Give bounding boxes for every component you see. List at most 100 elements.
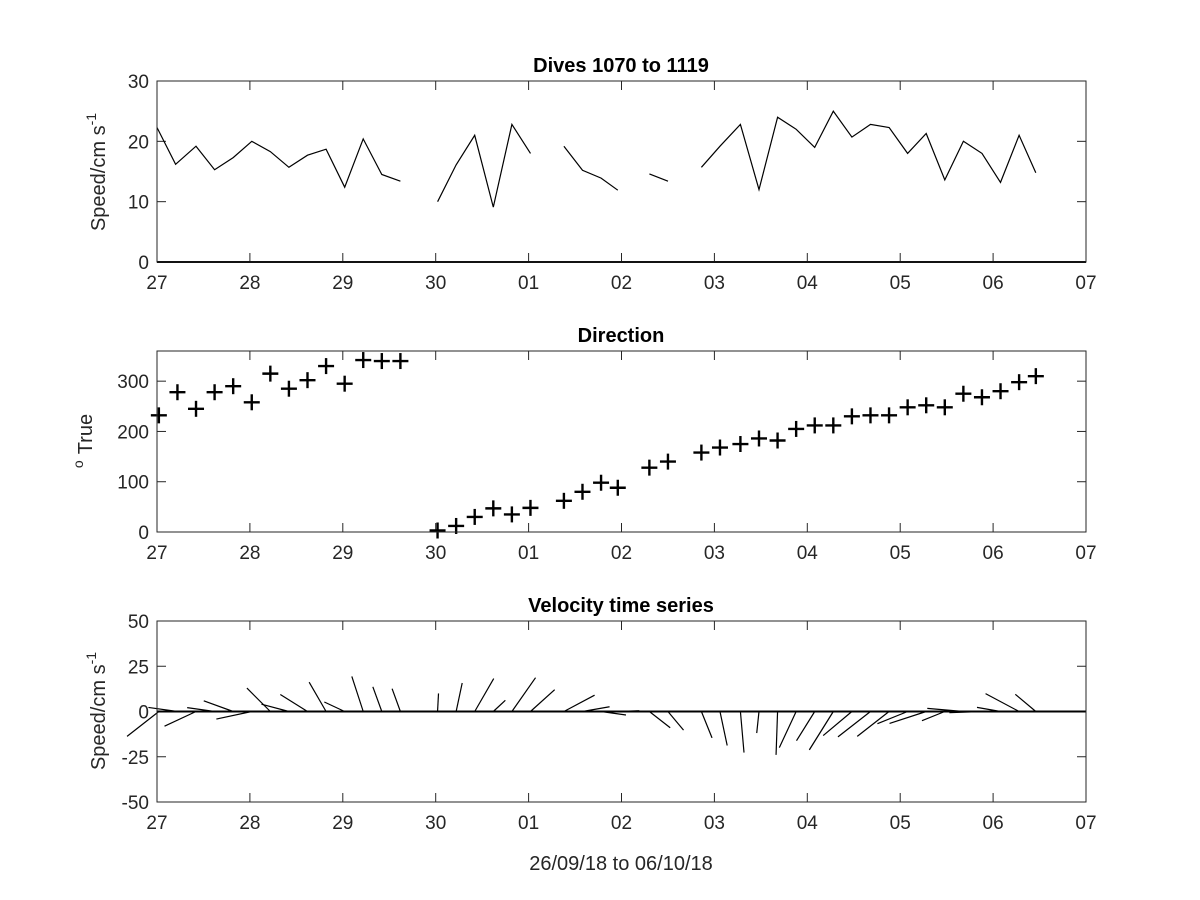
panel-speed: Dives 1070 to 1119 27 28 29 30 01 02 03 04 05 06 0… (83, 55, 1097, 294)
velocity-stick (778, 711, 797, 748)
velocity-stick (808, 711, 834, 751)
direction-point (881, 407, 898, 424)
direction-point (732, 436, 749, 453)
direction-point (955, 385, 972, 402)
velocity-stick (756, 711, 760, 734)
velocity-stick (492, 699, 506, 712)
velocity-stick (775, 711, 779, 755)
panel-direction: Direction 27 28 29 30 01 02 03 04 05 06 07 0 100 200 3… (70, 325, 1097, 564)
speed-series-line (563, 145, 619, 191)
direction-point (188, 400, 205, 417)
velocity-stick (126, 711, 160, 737)
direction-point (169, 384, 186, 401)
x-tick-label: 06 (983, 813, 1004, 834)
y-tick-label: 300 (117, 372, 149, 393)
direction-point (899, 399, 916, 416)
velocity-stick (739, 711, 745, 753)
panel-speed-ylabel-sup: -1 (83, 113, 99, 126)
y-tick-label: 50 (128, 612, 149, 633)
speed-series-line (156, 127, 401, 189)
velocity-stick (261, 703, 290, 713)
x-tick-label: 30 (425, 273, 446, 294)
direction-point (659, 453, 676, 470)
velocity-stick (649, 711, 671, 729)
direction-point (243, 394, 260, 411)
velocity-stick (700, 711, 713, 739)
y-tick-label: 20 (128, 132, 149, 153)
velocity-stick (148, 706, 178, 713)
velocity-stick (1014, 693, 1037, 712)
velocity-stick (308, 681, 327, 712)
velocity-stick (927, 707, 964, 713)
x-tick-label: 02 (611, 813, 632, 834)
x-tick-label: 05 (890, 813, 911, 834)
direction-point (973, 389, 990, 406)
x-tick-label: 06 (983, 543, 1004, 564)
direction-point (448, 517, 465, 534)
direction-point (429, 522, 446, 539)
direction-point (299, 372, 316, 389)
direction-point (336, 375, 353, 392)
panel-direction-ylabel: o True (70, 414, 97, 468)
velocity-stick (889, 710, 927, 724)
velocity-stick (856, 711, 890, 737)
x-tick-label: 28 (239, 813, 260, 834)
x-tick-label: 27 (146, 543, 167, 564)
x-tick-label: 28 (239, 543, 260, 564)
velocity-stick (246, 687, 271, 712)
direction-point (503, 506, 520, 523)
y-tick-label: 0 (138, 523, 149, 544)
velocity-stick (351, 676, 364, 712)
velocity-stick (511, 677, 537, 712)
velocity-stick (582, 706, 610, 713)
x-tick-label: 02 (611, 543, 632, 564)
velocity-stick (600, 710, 627, 716)
x-tick-label: 29 (332, 273, 353, 294)
direction-point (711, 439, 728, 456)
direction-point (574, 483, 591, 500)
y-tick-label: 0 (138, 253, 149, 274)
y-tick-label: -25 (122, 748, 149, 769)
panel-speed-axes-box (156, 80, 1087, 263)
direction-point (862, 407, 879, 424)
x-tick-label: 06 (983, 273, 1004, 294)
direction-point (280, 380, 297, 397)
direction-point (318, 358, 335, 375)
x-tick-label: 05 (890, 273, 911, 294)
x-tick-label: 30 (425, 813, 446, 834)
velocity-stick (203, 700, 234, 713)
velocity-stick (976, 706, 1001, 713)
direction-point (843, 408, 860, 425)
x-tick-label: 04 (797, 813, 819, 834)
direction-point (355, 352, 372, 369)
panel-speed-title: Dives 1070 to 1119 (533, 55, 709, 77)
x-tick-label: 07 (1075, 543, 1096, 564)
speed-series-line (649, 173, 669, 182)
x-tick-label: 02 (611, 273, 632, 294)
velocity-stick (530, 689, 556, 712)
direction-point (788, 420, 805, 437)
velocity-stick (795, 711, 816, 741)
y-tick-label: -50 (122, 793, 149, 814)
velocity-stick (216, 710, 252, 720)
direction-point (609, 479, 626, 496)
velocity-stick (391, 688, 401, 712)
panel-direction-axes-box (156, 350, 1087, 533)
direction-point (373, 353, 390, 370)
y-tick-label: 0 (138, 703, 149, 724)
y-tick-label: 10 (128, 193, 149, 214)
direction-point (392, 353, 409, 370)
velocity-stick (949, 710, 982, 714)
velocity-stick (280, 694, 308, 713)
direction-point (825, 417, 842, 434)
x-tick-label: 28 (239, 273, 260, 294)
direction-point (992, 383, 1009, 400)
x-tick-label: 01 (518, 813, 539, 834)
velocity-stick (164, 710, 197, 727)
panel-speed-ylabel-text: Speed/cm s (88, 125, 110, 231)
panel-velocity: Velocity time series 27 28 29 30 01 02 03 04 05 0… (83, 595, 1097, 834)
speed-series-line (437, 122, 532, 208)
y-tick-label: 100 (117, 473, 149, 494)
direction-point (936, 399, 953, 416)
